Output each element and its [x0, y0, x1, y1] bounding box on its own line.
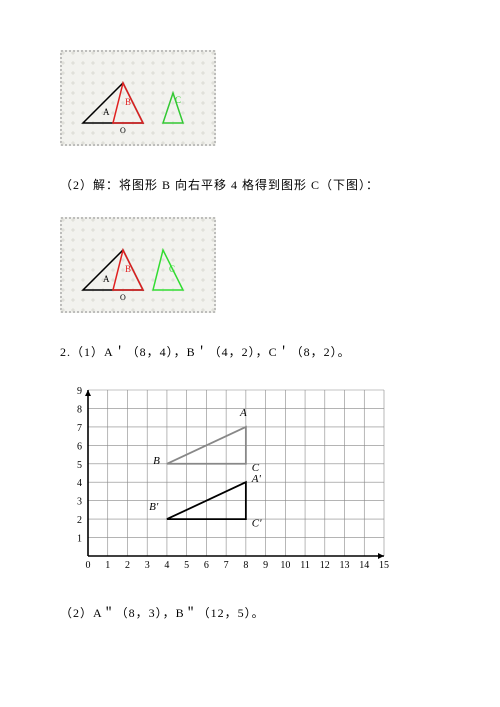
figure-1: A B C O	[60, 50, 440, 146]
svg-text:A': A'	[251, 473, 262, 485]
svg-text:A: A	[103, 274, 110, 284]
svg-text:5: 5	[184, 560, 189, 571]
svg-text:C': C'	[252, 517, 262, 529]
svg-text:4: 4	[77, 478, 82, 489]
svg-text:6: 6	[204, 560, 209, 571]
svg-text:3: 3	[145, 560, 150, 571]
svg-text:9: 9	[263, 560, 268, 571]
svg-text:6: 6	[77, 441, 82, 452]
svg-text:7: 7	[77, 423, 82, 434]
answer-text-2-1: 2.（1）A＇（8，4），B＇（4，2），C＇（8，2）。	[60, 343, 440, 360]
figure-2-svg: A B C O	[60, 217, 216, 313]
svg-text:0: 0	[86, 560, 91, 571]
svg-text:B: B	[153, 455, 160, 467]
svg-text:7: 7	[224, 560, 229, 571]
svg-text:15: 15	[379, 560, 389, 571]
svg-text:14: 14	[359, 560, 369, 571]
figure-1-svg: A B C O	[60, 50, 216, 146]
svg-text:1: 1	[105, 560, 110, 571]
svg-text:9: 9	[77, 386, 82, 397]
svg-text:2: 2	[77, 515, 82, 526]
svg-text:8: 8	[243, 560, 248, 571]
svg-text:O: O	[120, 126, 126, 135]
svg-text:A: A	[239, 407, 247, 419]
svg-text:C: C	[169, 264, 175, 274]
svg-text:3: 3	[77, 497, 82, 508]
svg-text:1: 1	[77, 534, 82, 545]
solution-text-2: （2）解：将图形 B 向右平移 4 格得到图形 C（下图）：	[60, 176, 440, 193]
svg-text:8: 8	[77, 404, 82, 415]
figure-3: 0123456789101112131415123456789BCAB'C'A'	[60, 384, 440, 574]
svg-text:A: A	[103, 107, 110, 117]
svg-text:B: B	[125, 97, 131, 107]
svg-text:B': B'	[149, 501, 159, 513]
svg-text:5: 5	[77, 460, 82, 471]
svg-text:13: 13	[340, 560, 350, 571]
svg-text:2: 2	[125, 560, 130, 571]
figure-2: A B C O	[60, 217, 440, 313]
svg-text:4: 4	[164, 560, 169, 571]
svg-text:10: 10	[280, 560, 290, 571]
answer-text-2-2: （2）A＂（8，3），B＂（12，5）。	[60, 604, 440, 621]
svg-text:11: 11	[300, 560, 310, 571]
svg-text:C: C	[175, 95, 181, 105]
svg-text:B: B	[125, 264, 131, 274]
figure-3-svg: 0123456789101112131415123456789BCAB'C'A'	[60, 384, 390, 574]
svg-text:O: O	[120, 293, 126, 302]
svg-text:12: 12	[320, 560, 330, 571]
